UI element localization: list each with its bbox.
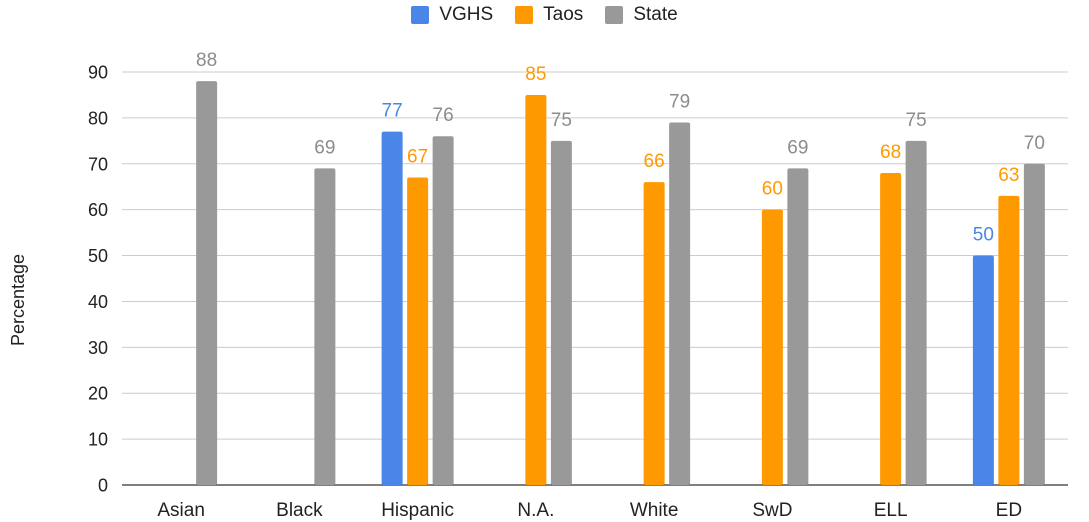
y-axis-label: Percentage — [8, 254, 28, 346]
data-label: 70 — [1024, 133, 1045, 154]
bar-taos-ed[interactable] — [998, 195, 1020, 485]
data-label: 76 — [433, 105, 454, 126]
x-tick-label: Black — [276, 500, 323, 521]
y-tick-label: 40 — [88, 292, 108, 312]
bar-taos-na[interactable] — [525, 94, 547, 485]
y-tick-label: 50 — [88, 246, 108, 266]
y-tick-label: 0 — [98, 476, 108, 496]
legend-label-vghs: VGHS — [439, 4, 494, 25]
bar-taos-swd[interactable] — [761, 209, 783, 485]
legend-label-taos: Taos — [543, 4, 584, 25]
y-tick-label: 80 — [88, 108, 108, 128]
data-label: 79 — [669, 91, 690, 112]
y-tick-label: 70 — [88, 154, 108, 174]
legend-swatch-taos — [515, 6, 534, 24]
bar-state-hispanic[interactable] — [432, 136, 454, 485]
data-label: 67 — [407, 147, 428, 168]
legend-label-state: State — [633, 4, 678, 25]
legend-item-taos[interactable]: Taos — [515, 4, 583, 26]
bar-state-ell[interactable] — [905, 140, 927, 486]
legend-item-state[interactable]: State — [605, 4, 678, 26]
legend-swatch-state — [605, 6, 624, 24]
data-label: 77 — [382, 101, 403, 122]
x-axis-ticks: Asian Black Hispanic N.A. White SwD ELL ED — [157, 500, 1022, 521]
bar-state-white[interactable] — [669, 122, 691, 485]
y-tick-label: 90 — [88, 63, 108, 83]
y-tick-label: 20 — [88, 384, 108, 404]
x-tick-label: ELL — [874, 500, 908, 521]
legend-item-vghs[interactable]: VGHS — [411, 4, 493, 26]
bar-vghs-hispanic[interactable] — [381, 131, 403, 485]
y-tick-label: 10 — [88, 430, 108, 450]
x-tick-label: White — [630, 500, 679, 521]
bar-taos-white[interactable] — [643, 182, 665, 485]
x-tick-label: N.A. — [517, 500, 554, 521]
y-axis-ticks: 0 10 20 30 40 50 60 70 80 90 — [88, 63, 108, 496]
data-label: 69 — [787, 137, 808, 158]
bar-state-black[interactable] — [314, 168, 336, 485]
bars — [196, 81, 1045, 486]
data-label: 63 — [998, 165, 1019, 186]
bar-taos-ell[interactable] — [880, 172, 902, 485]
x-tick-label: ED — [996, 500, 1022, 521]
legend-swatch-vghs — [411, 6, 430, 24]
bar-state-swd[interactable] — [787, 168, 809, 485]
data-label: 85 — [525, 64, 546, 85]
y-tick-label: 30 — [88, 338, 108, 358]
legend: VGHS Taos State — [0, 4, 1089, 26]
y-tick-label: 60 — [88, 200, 108, 220]
data-label: 66 — [644, 151, 665, 172]
x-tick-label: Hispanic — [381, 500, 454, 521]
bar-vghs-ed[interactable] — [972, 255, 994, 485]
bar-state-na[interactable] — [550, 140, 572, 486]
x-tick-label: Asian — [157, 500, 205, 521]
data-label: 69 — [314, 137, 335, 158]
bar-state-ed[interactable] — [1023, 163, 1045, 485]
bar-taos-hispanic[interactable] — [407, 177, 429, 486]
data-label: 88 — [196, 50, 217, 71]
data-label: 60 — [762, 179, 783, 200]
data-label: 50 — [973, 225, 994, 246]
data-label: 75 — [906, 110, 927, 131]
bar-state-asian[interactable] — [196, 81, 218, 485]
x-tick-label: SwD — [752, 500, 792, 521]
data-label: 75 — [551, 110, 572, 131]
data-label: 68 — [880, 142, 901, 163]
